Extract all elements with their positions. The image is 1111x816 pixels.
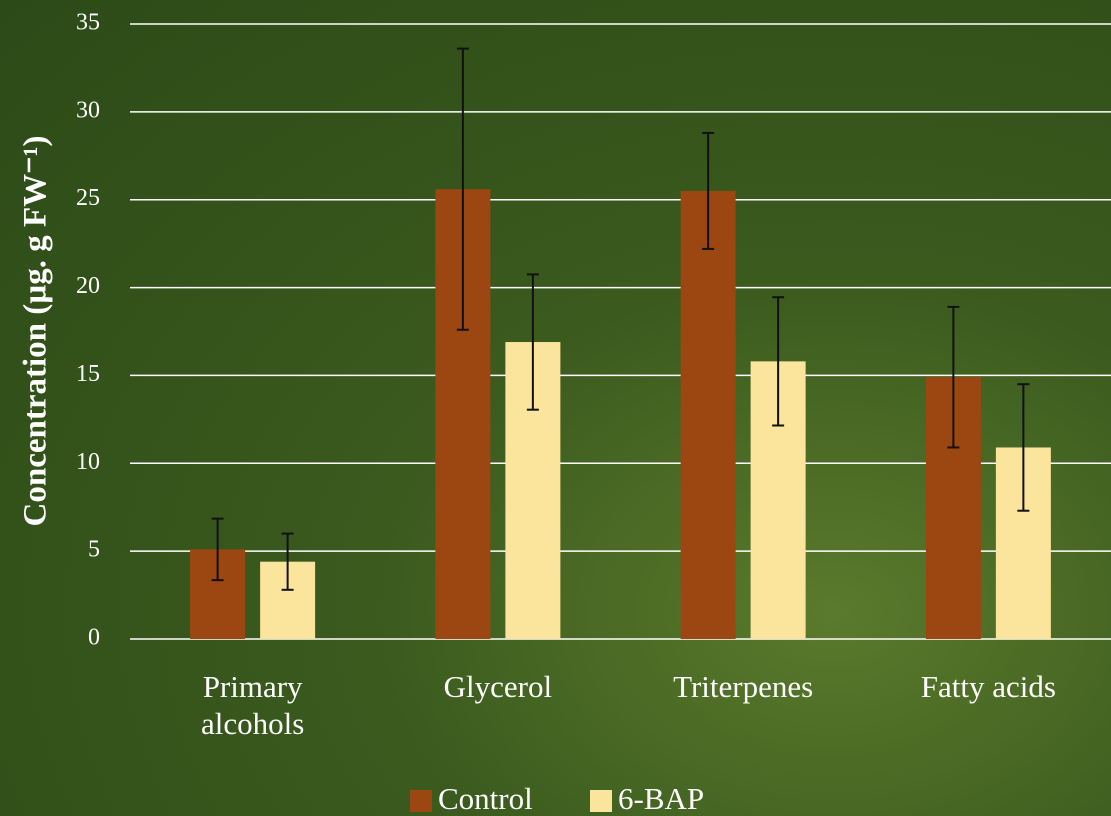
y-tick-label: 25 (76, 185, 100, 211)
legend-label: 6-BAP (618, 781, 704, 816)
error-bar (702, 131, 715, 250)
y-tick-label: 15 (76, 361, 100, 387)
x-tick-label: Glycerol (443, 669, 553, 704)
error-bar (211, 517, 224, 582)
legend-label: Control (438, 781, 533, 816)
error-bar (456, 47, 469, 331)
legend-swatch (410, 790, 432, 812)
y-tick-label: 35 (76, 10, 100, 36)
legend-swatch (590, 790, 612, 812)
y-tick-label: 20 (76, 273, 100, 299)
error-bar (281, 532, 294, 591)
error-bar (772, 296, 785, 427)
x-tick-label: Fatty acids (920, 669, 1056, 704)
y-axis-label: Concentration (µg. g FW⁻¹) (18, 136, 54, 527)
y-tick-label: 5 (88, 537, 100, 563)
error-bar (526, 273, 539, 411)
y-tick-label: 30 (76, 97, 100, 123)
x-tick-label: Primary alcohols (200, 669, 305, 741)
y-tick-label: 0 (88, 625, 100, 651)
error-bar (947, 305, 960, 449)
y-tick-label: 10 (76, 449, 100, 475)
bar (680, 190, 736, 639)
x-tick-label: Triterpenes (673, 669, 814, 704)
error-bar (1017, 383, 1030, 512)
